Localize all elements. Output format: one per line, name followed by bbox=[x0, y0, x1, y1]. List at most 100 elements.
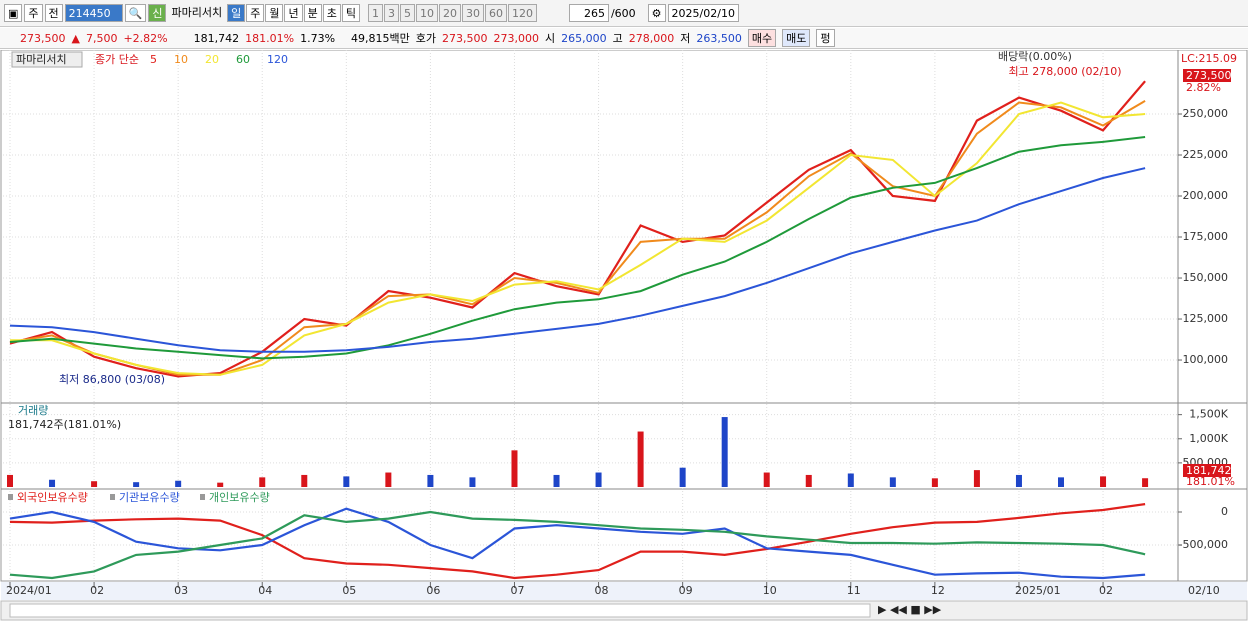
period-button[interactable]: 주 bbox=[246, 4, 265, 22]
last-rate: 2.82% bbox=[1186, 81, 1221, 94]
menu-icon[interactable]: ▣ bbox=[4, 4, 23, 22]
volume-bar bbox=[385, 472, 392, 487]
market-select[interactable]: 주 bbox=[24, 4, 43, 22]
interval-button[interactable]: 60 bbox=[484, 4, 507, 22]
volume-bar bbox=[1015, 474, 1022, 487]
panel-title: 거래량 bbox=[18, 404, 48, 417]
buy-button[interactable]: 매수 bbox=[747, 29, 777, 47]
period-button[interactable]: 틱 bbox=[341, 4, 360, 22]
volume-bar bbox=[763, 472, 770, 487]
change: 7,500 bbox=[85, 31, 118, 45]
interval-button[interactable]: 30 bbox=[461, 4, 484, 22]
x-tick-label: 02 bbox=[90, 584, 104, 597]
count-input[interactable]: 265 bbox=[568, 4, 609, 22]
legend-swatch bbox=[200, 494, 205, 500]
period-button[interactable]: 일 bbox=[227, 4, 246, 22]
series-line bbox=[9, 510, 1146, 580]
y-tick-label: 125,000 bbox=[1183, 312, 1229, 325]
volume-bar bbox=[49, 479, 56, 487]
open-label: 시 bbox=[545, 32, 556, 45]
period-button[interactable]: 월 bbox=[265, 4, 284, 22]
legend-entry: 20 bbox=[205, 53, 219, 66]
tool-icons[interactable]: ⚙ bbox=[647, 4, 666, 22]
volume-bar bbox=[931, 478, 938, 487]
volume-bar bbox=[553, 474, 560, 487]
volume-rate: 181.01% bbox=[245, 31, 295, 45]
x-tick-label: 06 bbox=[426, 584, 440, 597]
x-tick-label: 05 bbox=[342, 584, 356, 597]
legend-entry: 10 bbox=[174, 53, 188, 66]
count-max: /600 bbox=[610, 6, 636, 20]
low-label: 저 bbox=[680, 32, 691, 45]
interval-button[interactable]: 120 bbox=[507, 4, 537, 22]
y-tick-label: 250,000 bbox=[1183, 107, 1229, 120]
interval-button[interactable]: 3 bbox=[383, 4, 399, 22]
period-button[interactable]: 초 bbox=[322, 4, 341, 22]
turnover: 1.73% bbox=[300, 31, 336, 45]
x-tick-label: 10 bbox=[763, 584, 777, 597]
last-price: 273,500 bbox=[1186, 69, 1232, 82]
interval-buttons: 1 3 5 10 20 30 60 120 bbox=[367, 4, 537, 22]
interval-button[interactable]: 5 bbox=[399, 4, 415, 22]
volume-bar bbox=[805, 474, 812, 487]
legend-swatch bbox=[110, 494, 115, 500]
series-line bbox=[9, 167, 1146, 353]
last-volume-rate: 181.01% bbox=[1186, 475, 1235, 488]
price: 273,500 bbox=[20, 31, 66, 45]
y-tick-label: 225,000 bbox=[1183, 148, 1229, 161]
annotation: 최고 278,000 (02/10) bbox=[1008, 65, 1121, 78]
panel-subtitle: 181,742주(181.01%) bbox=[8, 418, 121, 431]
high: 278,000 bbox=[628, 31, 675, 45]
x-tick-label: 11 bbox=[847, 584, 861, 597]
sell-button[interactable]: 매도 bbox=[782, 29, 811, 47]
legend-entry: 개인보유수량 bbox=[209, 491, 270, 504]
legend-entry: 120 bbox=[267, 53, 288, 66]
legend-entry: 5 bbox=[150, 53, 157, 66]
y-tick-label: 200,000 bbox=[1183, 189, 1229, 202]
volume-bar bbox=[343, 476, 350, 487]
high-label: 고 bbox=[612, 32, 623, 45]
date-input[interactable]: 2025/02/10 bbox=[667, 4, 739, 22]
volume-bar bbox=[847, 473, 854, 487]
scope-select[interactable]: 전 bbox=[44, 4, 63, 22]
volume-bar bbox=[259, 477, 266, 487]
y-tick-label: 150,000 bbox=[1183, 271, 1229, 284]
series-line bbox=[9, 503, 1146, 580]
volume: 181,742 bbox=[193, 31, 240, 45]
x-tick-label: 04 bbox=[258, 584, 272, 597]
search-button[interactable]: 🔍 bbox=[124, 4, 147, 22]
rate: +2.82% bbox=[123, 31, 168, 45]
flat-button[interactable]: 펑 bbox=[816, 29, 835, 47]
series-line bbox=[9, 100, 1146, 376]
legend-entry: 60 bbox=[236, 53, 250, 66]
x-tick-label: 03 bbox=[174, 584, 188, 597]
scroll-controls: ▶ ◀◀ ■ ▶▶ bbox=[878, 603, 942, 616]
stock-name: 파마리서치 bbox=[171, 6, 223, 19]
interval-button[interactable]: 20 bbox=[438, 4, 461, 22]
period-button[interactable]: 년 bbox=[284, 4, 303, 22]
code-input[interactable]: 214450 bbox=[64, 4, 123, 22]
badge: 신 bbox=[148, 4, 167, 22]
x-tick-label: 02 bbox=[1099, 584, 1113, 597]
x-tick-label: 08 bbox=[595, 584, 609, 597]
interval-button[interactable]: 10 bbox=[415, 4, 438, 22]
legend-entry: 외국인보유수량 bbox=[17, 491, 88, 504]
arrow: ▲ bbox=[71, 31, 80, 45]
annotation: 최저 86,800 (03/08) bbox=[59, 373, 165, 386]
volume-bar bbox=[721, 417, 728, 487]
volume-bar bbox=[217, 482, 224, 487]
volume-bar bbox=[889, 477, 896, 487]
volume-bar bbox=[973, 470, 980, 487]
x-axis-band bbox=[1, 582, 1247, 600]
legend-swatch bbox=[8, 494, 13, 500]
x-tick-label: 09 bbox=[679, 584, 693, 597]
bid: 273,000 bbox=[493, 31, 540, 45]
panel-title: 파마리서치 bbox=[16, 53, 67, 66]
y-tick-label: 100,000 bbox=[1183, 353, 1229, 366]
title-box bbox=[11, 51, 83, 68]
period-button[interactable]: 분 bbox=[303, 4, 322, 22]
ask: 273,500 bbox=[442, 31, 488, 45]
volume-bar bbox=[133, 482, 140, 487]
interval-button[interactable]: 1 bbox=[367, 4, 383, 22]
